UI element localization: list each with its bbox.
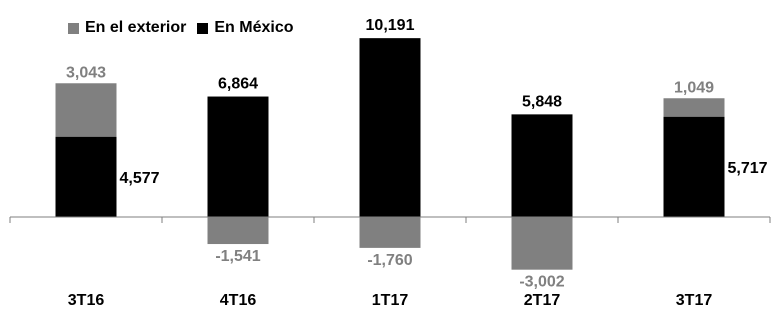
label-mexico-4T16: 6,864 xyxy=(218,76,258,93)
legend-swatch-exterior xyxy=(68,22,79,34)
legend-item-mexico: En México xyxy=(197,19,294,37)
label-exterior-1T17: -1,760 xyxy=(367,252,412,269)
bar-exterior-2T17 xyxy=(511,217,573,270)
legend-item-exterior: En el exterior xyxy=(68,19,186,37)
x-tick-label-2T17: 2T17 xyxy=(524,292,561,309)
x-tick-label-4T16: 4T16 xyxy=(220,292,257,309)
bar-exterior-4T16 xyxy=(207,217,269,245)
bar-mexico-2T17 xyxy=(511,114,573,217)
bar-mexico-3T17 xyxy=(663,116,725,217)
label-exterior-3T16: 3,043 xyxy=(66,64,106,81)
legend-label-exterior: En el exterior xyxy=(85,19,187,36)
label-exterior-4T16: -1,541 xyxy=(215,248,260,265)
bar-exterior-3T16 xyxy=(55,83,117,137)
label-exterior-2T17: -3,002 xyxy=(519,274,564,291)
label-mexico-3T16: 4,577 xyxy=(120,170,160,187)
label-mexico-1T17: 10,191 xyxy=(366,17,415,34)
bar-exterior-3T17 xyxy=(663,98,725,117)
bar-mexico-4T16 xyxy=(207,96,269,217)
label-exterior-3T17: 1,049 xyxy=(674,79,714,96)
bar-exterior-1T17 xyxy=(359,217,421,248)
x-tick-label-3T17: 3T17 xyxy=(676,292,713,309)
x-tick-label-1T17: 1T17 xyxy=(372,292,409,309)
x-tick-label-3T16: 3T16 xyxy=(68,292,105,309)
bar-mexico-3T16 xyxy=(55,136,117,217)
legend-label-mexico: En México xyxy=(214,19,294,36)
bar-mexico-1T17 xyxy=(359,38,421,217)
legend-swatch-mexico xyxy=(197,22,209,34)
label-mexico-2T17: 5,848 xyxy=(522,93,562,110)
legend: En el exterior En México xyxy=(68,19,305,37)
label-mexico-3T17: 5,717 xyxy=(728,160,768,177)
